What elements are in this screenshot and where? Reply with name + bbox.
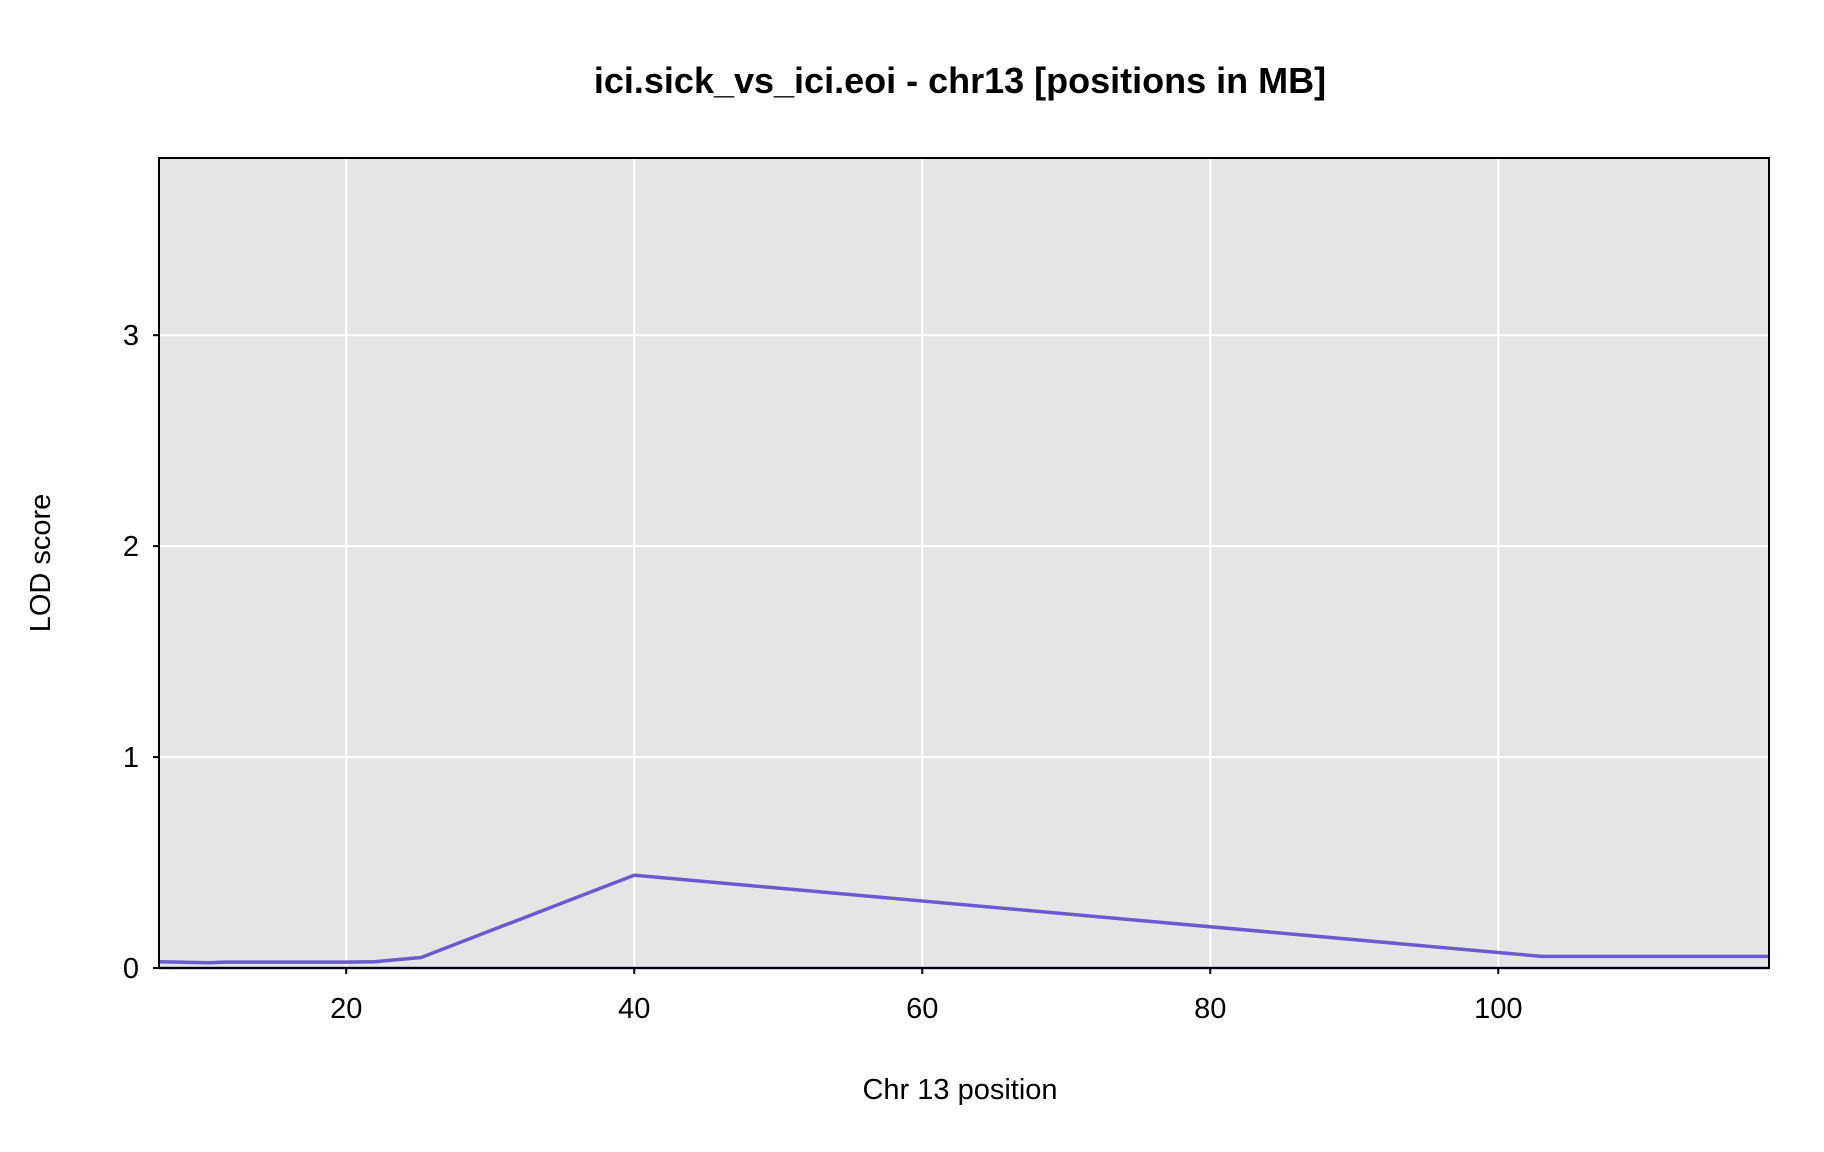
plot-area (159, 158, 1769, 968)
x-tick-label: 20 (330, 993, 362, 1025)
x-tick-label: 60 (906, 993, 938, 1025)
y-axis-ticks: 0 1 2 3 (123, 320, 159, 985)
series-layer (158, 873, 1769, 965)
x-tick-label: 40 (618, 993, 650, 1025)
x-tick-label: 80 (1194, 993, 1226, 1025)
x-axis-ticks: 20 40 60 80 100 (330, 968, 1522, 1025)
grid-lines (159, 158, 1769, 968)
x-tick-label: 100 (1474, 993, 1522, 1025)
y-tick-label: 2 (123, 531, 139, 563)
y-axis-label: LOD score (25, 494, 57, 633)
chart-title: ici.sick_vs_ici.eoi - chr13 [positions i… (594, 60, 1326, 101)
y-tick-label: 1 (123, 742, 139, 774)
plot-frame (158, 157, 1770, 969)
y-tick-label: 0 (123, 953, 139, 985)
x-axis-label: Chr 13 position (862, 1074, 1057, 1106)
lod-series-line (158, 873, 1769, 965)
y-tick-label: 3 (123, 320, 139, 352)
